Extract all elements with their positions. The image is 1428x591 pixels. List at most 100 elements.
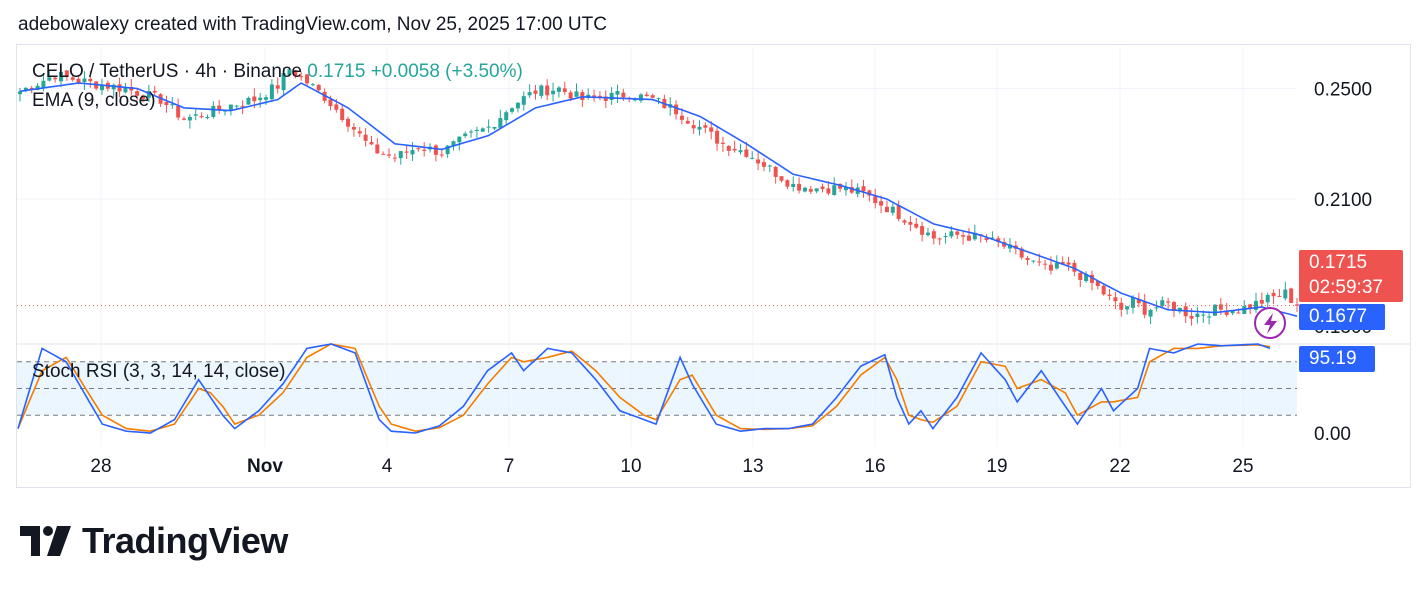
candle-body xyxy=(674,104,679,115)
candle xyxy=(814,188,819,194)
candle xyxy=(808,185,813,194)
candle xyxy=(100,78,105,95)
candle xyxy=(404,145,409,160)
candle-body xyxy=(1113,297,1118,302)
candle xyxy=(873,188,878,209)
candle-body xyxy=(820,186,825,190)
candle-body xyxy=(281,73,286,91)
candle-body xyxy=(211,105,216,117)
candle-body xyxy=(738,150,743,153)
candle-body xyxy=(264,97,269,100)
candle-body xyxy=(439,154,444,156)
candle xyxy=(703,122,708,134)
candle xyxy=(644,91,649,97)
candle-body xyxy=(1253,300,1258,310)
candle xyxy=(826,181,831,196)
candle-body xyxy=(47,77,52,81)
candle-body xyxy=(498,118,503,128)
candle-body xyxy=(726,145,731,151)
candle xyxy=(141,94,146,103)
candle-body xyxy=(164,102,169,106)
candle-body xyxy=(873,196,878,204)
candle xyxy=(164,95,169,113)
candle xyxy=(1166,297,1171,310)
candle-body xyxy=(551,90,556,95)
candle-body xyxy=(1283,289,1288,299)
candle xyxy=(205,114,210,120)
candle-body xyxy=(59,71,64,82)
candle-body xyxy=(1130,297,1135,308)
candle-body xyxy=(756,159,761,164)
candle xyxy=(234,104,239,109)
ema-value-tag: 0.1677 xyxy=(1299,304,1385,330)
candle xyxy=(346,116,351,132)
candle-body xyxy=(135,91,140,96)
candle-body xyxy=(1295,304,1299,306)
candle-body xyxy=(451,141,456,147)
candle-body xyxy=(638,94,643,101)
candle-body xyxy=(53,77,58,80)
candle xyxy=(521,91,526,111)
legend-ema[interactable]: EMA (9, close) xyxy=(32,90,156,111)
candle-body xyxy=(709,127,714,132)
candle-body xyxy=(387,154,392,156)
lightning-icon xyxy=(1254,307,1286,339)
candle-body xyxy=(369,142,374,145)
candle-body xyxy=(791,183,796,187)
candle xyxy=(955,230,960,239)
candle xyxy=(1043,259,1048,270)
candle xyxy=(492,126,497,131)
candle-body xyxy=(392,157,397,159)
candle xyxy=(1253,292,1258,313)
candle-body xyxy=(416,148,421,150)
candle-body xyxy=(1043,263,1048,265)
candle xyxy=(433,144,438,162)
candle xyxy=(685,116,690,125)
candle-body xyxy=(35,85,40,90)
candle-body xyxy=(609,92,614,100)
legend-symbol[interactable]: CELO / TetherUS · 4h · Binance xyxy=(32,61,302,82)
candle-body xyxy=(146,91,151,98)
candle-body xyxy=(469,131,474,133)
candle-body xyxy=(117,84,122,92)
candle xyxy=(832,177,837,196)
candle xyxy=(1031,260,1036,264)
candle-body xyxy=(88,78,93,82)
candle-body xyxy=(252,96,257,102)
candle-body xyxy=(287,69,292,76)
candle-body xyxy=(234,105,239,107)
candle xyxy=(375,138,380,154)
candle xyxy=(422,142,427,157)
candle-body xyxy=(1265,294,1270,303)
candle xyxy=(767,164,772,173)
tradingview-logo[interactable]: TradingView xyxy=(20,520,288,562)
candle xyxy=(1242,300,1247,315)
candle xyxy=(1289,287,1294,304)
candle-body xyxy=(269,84,274,100)
candle xyxy=(193,109,198,121)
candle-body xyxy=(246,97,251,105)
candle-body xyxy=(70,77,75,80)
candle xyxy=(738,143,743,155)
candle-body xyxy=(1125,306,1130,310)
candle xyxy=(305,73,310,87)
candle xyxy=(884,200,889,213)
legend-stoch[interactable]: Stoch RSI (3, 3, 14, 14, close) xyxy=(32,361,286,382)
legend-symbol-row[interactable]: CELO / TetherUS · 4h · Binance 0.1715 +0… xyxy=(32,61,523,83)
candle xyxy=(662,94,667,109)
candle xyxy=(504,110,509,125)
candle xyxy=(152,85,157,96)
candle-body xyxy=(375,144,380,154)
candle-body xyxy=(422,149,427,151)
candle-body xyxy=(1224,310,1229,315)
candle-body xyxy=(64,70,69,77)
candle-body xyxy=(539,85,544,96)
chart-frame[interactable] xyxy=(16,44,1411,488)
candle xyxy=(293,69,298,79)
candle xyxy=(70,74,75,82)
candle xyxy=(1060,256,1065,265)
candle-body xyxy=(814,188,819,192)
candle xyxy=(480,127,485,132)
candle-body xyxy=(170,104,175,106)
